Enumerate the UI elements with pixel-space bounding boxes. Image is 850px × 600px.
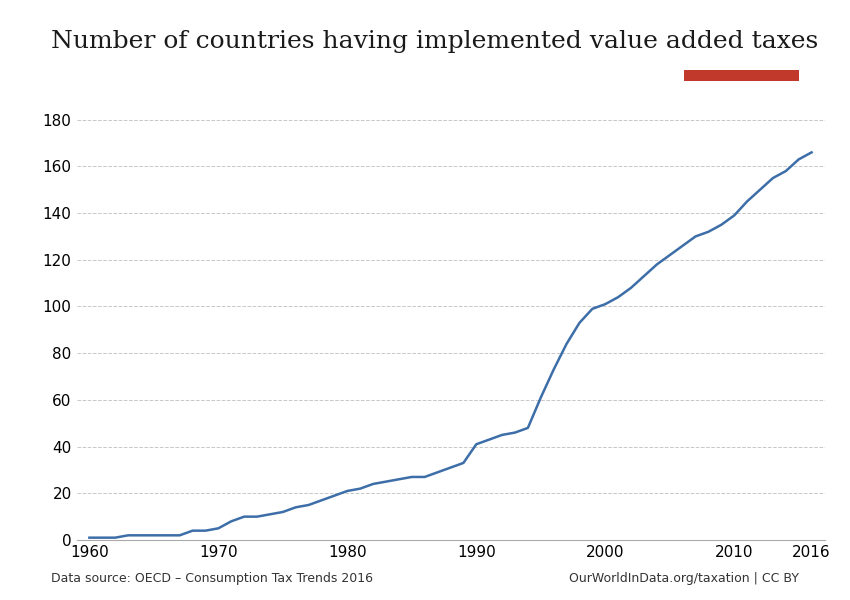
Text: Number of countries having implemented value added taxes: Number of countries having implemented v… [51, 30, 819, 53]
Text: Data source: OECD – Consumption Tax Trends 2016: Data source: OECD – Consumption Tax Tren… [51, 572, 373, 585]
Text: in Data: in Data [717, 46, 767, 59]
Text: OurWorldInData.org/taxation | CC BY: OurWorldInData.org/taxation | CC BY [569, 572, 799, 585]
FancyBboxPatch shape [684, 70, 799, 81]
Text: Our World: Our World [706, 27, 777, 40]
